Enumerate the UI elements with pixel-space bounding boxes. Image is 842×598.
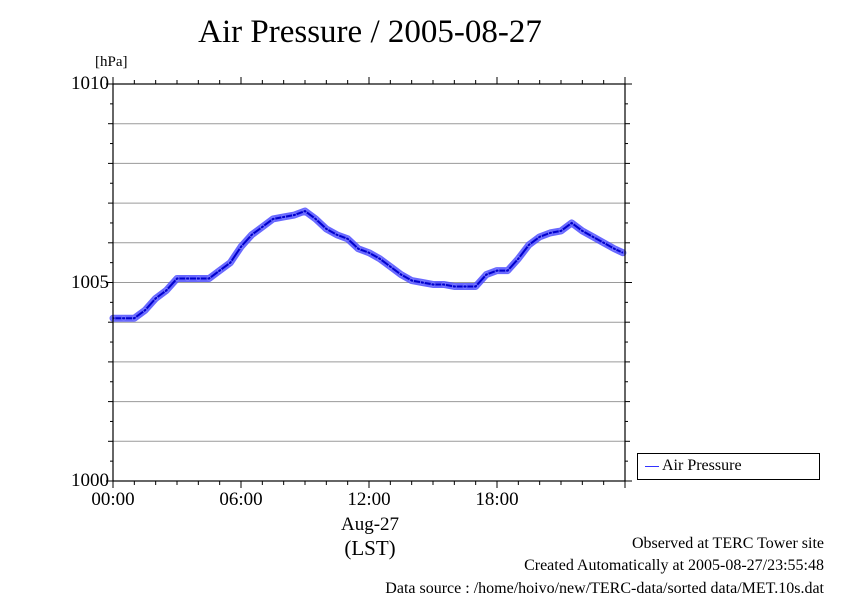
x-tick-label: 12:00 [347,489,391,510]
data-point [505,268,511,273]
data-point [323,226,329,232]
data-point [387,264,393,270]
data-point [473,284,479,289]
data-point [537,234,543,240]
series-band [109,207,627,322]
series-line [113,210,624,320]
legend-label: Air Pressure [662,457,742,474]
y-axis-unit: [hPa] [95,54,128,70]
x-axis-unit: (LST) [344,536,396,560]
y-tick-label: 1005 [71,271,109,293]
data-point [355,246,361,252]
data-point [238,244,244,250]
data-point [206,276,212,281]
footer-source: Data source : /home/hoivo/new/TERC-data/… [385,580,824,597]
data-point [398,272,404,277]
data-point [441,282,447,287]
data-point [291,212,297,218]
y-tick-label: 1010 [71,73,109,94]
data-point [558,228,564,234]
data-point [131,315,137,321]
chart-title: Air Pressure / 2005-08-27 [198,14,542,50]
data-point [451,284,457,289]
data-point [569,220,575,226]
data-point [515,256,521,262]
data-point [163,288,169,293]
data-point [590,234,596,240]
data-point [270,216,276,222]
data-point [259,224,265,230]
data-point [142,307,148,313]
footer-site: Observed at TERC Tower site [631,535,824,552]
data-point [302,208,308,214]
x-tick-label: 00:00 [91,489,135,510]
x-date-label: Aug-27 [340,514,400,535]
plot-frame [112,83,626,482]
data-point [462,284,468,289]
data-point [174,276,180,281]
data-point [121,315,127,321]
data-point [483,272,489,277]
data-point [217,268,223,273]
data-point [526,242,532,248]
legend: Air Pressure [637,453,820,480]
x-tick-label: 06:00 [219,489,263,510]
data-point [185,276,191,281]
data-point [366,250,372,256]
data-point [547,230,553,236]
y-tick-label: 1000 [71,470,109,491]
data-point [227,260,233,266]
data-point [345,236,351,242]
data-point [611,246,617,252]
legend-swatch [645,466,659,467]
data-point [334,232,340,238]
footer-created: Created Automatically at 2005-08-27/23:5… [524,557,824,574]
data-point [579,228,585,234]
data-point [313,216,319,222]
data-point [430,282,436,287]
x-tick-label: 18:00 [475,489,519,510]
data-point [601,240,607,246]
data-point [419,280,425,285]
data-point [195,276,201,281]
data-point [249,232,255,238]
data-point [377,256,383,262]
data-point [153,295,159,301]
data-point [494,268,500,273]
data-point [409,278,415,283]
data-point [281,214,287,220]
